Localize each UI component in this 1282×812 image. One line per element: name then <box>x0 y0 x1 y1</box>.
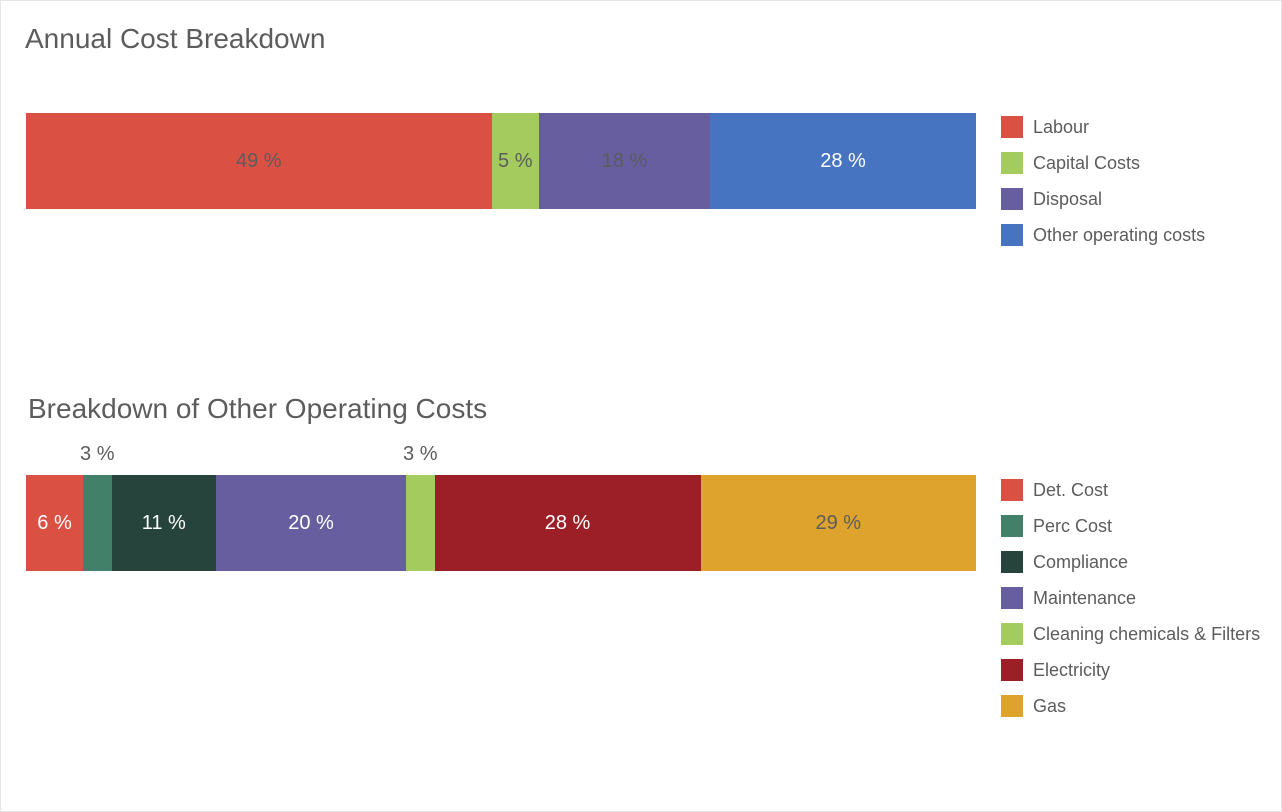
bar-segment: 5 % <box>492 113 540 209</box>
bar-segment: 6 % <box>26 475 83 571</box>
legend-swatch <box>1001 479 1023 501</box>
legend-item: Maintenance <box>1001 587 1260 609</box>
legend-item: Cleaning chemicals & Filters <box>1001 623 1260 645</box>
legend: Labour Capital Costs Disposal Other operati… <box>1001 116 1205 246</box>
bar-segment: 49 % <box>26 113 492 209</box>
legend-label: Det. Cost <box>1033 480 1108 501</box>
legend-label: Capital Costs <box>1033 153 1140 174</box>
segment-label: 3 % <box>403 443 437 466</box>
stacked-bar: 6 % 3 % 11 % 20 % 3 % 28 % 29 % <box>26 475 976 571</box>
bar-segment: 18 % <box>539 113 710 209</box>
legend-label: Maintenance <box>1033 588 1136 609</box>
legend-item: Labour <box>1001 116 1205 138</box>
legend-swatch <box>1001 116 1023 138</box>
bar-segment: 20 % <box>216 475 406 571</box>
segment-label: 6 % <box>37 512 71 535</box>
legend-item: Gas <box>1001 695 1260 717</box>
legend-item: Other operating costs <box>1001 224 1205 246</box>
segment-label: 29 % <box>815 512 861 535</box>
segment-label: 11 % <box>142 512 186 535</box>
legend-swatch <box>1001 224 1023 246</box>
bar-segment: 11 % <box>112 475 217 571</box>
legend-swatch <box>1001 695 1023 717</box>
chart-title: Breakdown of Other Operating Costs <box>28 393 487 425</box>
stacked-bar: 49 % 5 % 18 % 28 % <box>26 113 976 209</box>
chart-title: Annual Cost Breakdown <box>25 23 325 55</box>
legend-label: Other operating costs <box>1033 225 1205 246</box>
legend-swatch <box>1001 515 1023 537</box>
legend-item: Perc Cost <box>1001 515 1260 537</box>
segment-label: 28 % <box>545 512 591 535</box>
legend: Det. Cost Perc Cost Compliance Maintenance C… <box>1001 479 1260 717</box>
bar-segment: 28 % <box>710 113 976 209</box>
legend-item: Compliance <box>1001 551 1260 573</box>
legend-label: Labour <box>1033 117 1089 138</box>
legend-swatch <box>1001 188 1023 210</box>
bar-segment: 3 % <box>406 475 435 571</box>
legend-item: Disposal <box>1001 188 1205 210</box>
legend-label: Disposal <box>1033 189 1102 210</box>
legend-swatch <box>1001 587 1023 609</box>
bar-segment: 3 % <box>83 475 112 571</box>
legend-label: Electricity <box>1033 660 1110 681</box>
segment-label: 20 % <box>288 512 334 535</box>
legend-swatch <box>1001 659 1023 681</box>
legend-swatch <box>1001 623 1023 645</box>
bar-segment: 28 % <box>435 475 701 571</box>
segment-label: 5 % <box>498 150 532 173</box>
legend-item: Electricity <box>1001 659 1260 681</box>
legend-label: Cleaning chemicals & Filters <box>1033 624 1260 645</box>
legend-item: Det. Cost <box>1001 479 1260 501</box>
segment-label: 3 % <box>80 443 114 466</box>
segment-label: 18 % <box>602 150 648 173</box>
segment-label: 49 % <box>236 150 282 173</box>
legend-label: Gas <box>1033 696 1066 717</box>
legend-item: Capital Costs <box>1001 152 1205 174</box>
legend-swatch <box>1001 152 1023 174</box>
segment-label: 28 % <box>820 150 866 173</box>
legend-label: Perc Cost <box>1033 516 1112 537</box>
legend-swatch <box>1001 551 1023 573</box>
bar-segment: 29 % <box>701 475 977 571</box>
legend-label: Compliance <box>1033 552 1128 573</box>
